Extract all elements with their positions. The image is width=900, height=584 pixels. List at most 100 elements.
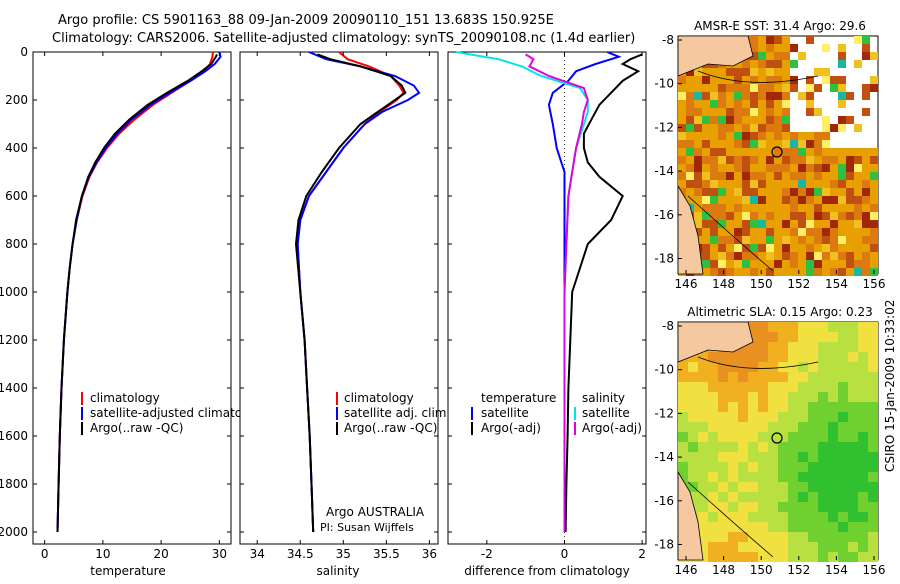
map-cell	[868, 532, 878, 542]
map-cell	[766, 36, 774, 44]
map-cell	[838, 442, 848, 452]
x-tick-label: 35	[336, 547, 351, 561]
map-cell	[766, 132, 774, 140]
map-cell	[778, 482, 788, 492]
map-cell	[734, 68, 742, 76]
map-cell	[862, 148, 870, 156]
map-cell	[862, 180, 870, 188]
map-cell	[778, 532, 788, 542]
map-cell	[750, 228, 758, 236]
map-cell	[798, 188, 806, 196]
map-cell	[678, 140, 686, 148]
map-cell	[870, 220, 878, 228]
map-cell	[830, 148, 838, 156]
salinity-lines	[294, 51, 421, 533]
map-cell	[774, 220, 782, 228]
map-cell	[814, 244, 822, 252]
pi-label: PI: Susan Wijffels	[320, 521, 414, 534]
map-cell	[828, 382, 838, 392]
depth-tick-label: 800	[5, 237, 28, 251]
map-cell	[734, 244, 742, 252]
legend-satellite-adjusted: satellite-adjusted climatology	[90, 406, 268, 420]
map-cell	[702, 68, 710, 76]
lon-tick-label: 148	[712, 563, 735, 577]
map-cell	[738, 532, 748, 542]
map-cell	[798, 382, 808, 392]
sla-map-title: Altimetric SLA: 0.15 Argo: 0.23	[687, 305, 872, 319]
map-cell	[782, 268, 790, 276]
salinity-ticks: 34 34.5 35 35.5 36	[240, 51, 438, 561]
map-cell	[868, 382, 878, 392]
map-cell	[758, 60, 766, 68]
map-cell	[830, 236, 838, 244]
legend-climatology: climatology	[90, 391, 160, 405]
map-cell	[798, 392, 808, 402]
map-cell	[710, 252, 718, 260]
map-cell	[828, 372, 838, 382]
map-cell	[830, 212, 838, 220]
map-cell	[750, 36, 758, 44]
map-cell	[778, 362, 788, 372]
map-cell	[766, 156, 774, 164]
reef-contour	[687, 195, 774, 272]
map-cell	[708, 522, 718, 532]
map-cell	[758, 116, 766, 124]
map-cell	[798, 140, 806, 148]
map-cell	[694, 148, 702, 156]
map-cell	[702, 108, 710, 116]
map-cell	[790, 268, 798, 276]
map-cell	[694, 108, 702, 116]
map-cell	[708, 392, 718, 402]
map-cell	[870, 260, 878, 268]
map-cell	[868, 352, 878, 362]
map-cell	[778, 492, 788, 502]
map-cell	[806, 172, 814, 180]
legend-sal-satellite: satellite	[582, 406, 630, 420]
map-cell	[708, 442, 718, 452]
map-cell	[766, 148, 774, 156]
map-cell	[806, 220, 814, 228]
map-cell	[846, 236, 854, 244]
lon-tick-label: 146	[675, 563, 698, 577]
map-cell	[778, 542, 788, 552]
map-cell	[830, 180, 838, 188]
map-cell	[748, 502, 758, 512]
map-cell	[822, 124, 830, 132]
lat-tick-label: -18	[654, 538, 674, 552]
map-cell	[818, 352, 828, 362]
map-cell	[846, 244, 854, 252]
map-cell	[738, 422, 748, 432]
map-cell	[862, 172, 870, 180]
map-cell	[868, 482, 878, 492]
map-cell	[774, 204, 782, 212]
map-cell	[778, 342, 788, 352]
map-cell	[758, 522, 768, 532]
map-cell	[814, 132, 822, 140]
map-cell	[830, 188, 838, 196]
map-cell	[806, 196, 814, 204]
map-cell	[798, 472, 808, 482]
map-cell	[788, 402, 798, 412]
map-cell	[806, 140, 814, 148]
map-cell	[822, 116, 830, 124]
map-cell	[698, 372, 708, 382]
map-cell	[768, 502, 778, 512]
map-cell	[708, 492, 718, 502]
map-cell	[838, 332, 848, 342]
map-cell	[728, 422, 738, 432]
map-cell	[750, 108, 758, 116]
map-cell	[708, 352, 718, 362]
map-cell	[742, 204, 750, 212]
map-cell	[718, 382, 728, 392]
map-cell	[718, 552, 728, 562]
map-cell	[814, 180, 822, 188]
map-cell	[868, 462, 878, 472]
map-cell	[838, 180, 846, 188]
map-cell	[798, 362, 808, 372]
map-cell	[818, 522, 828, 532]
map-cell	[798, 52, 806, 60]
map-cell	[790, 244, 798, 252]
map-cell	[702, 164, 710, 172]
map-cell	[798, 260, 806, 268]
